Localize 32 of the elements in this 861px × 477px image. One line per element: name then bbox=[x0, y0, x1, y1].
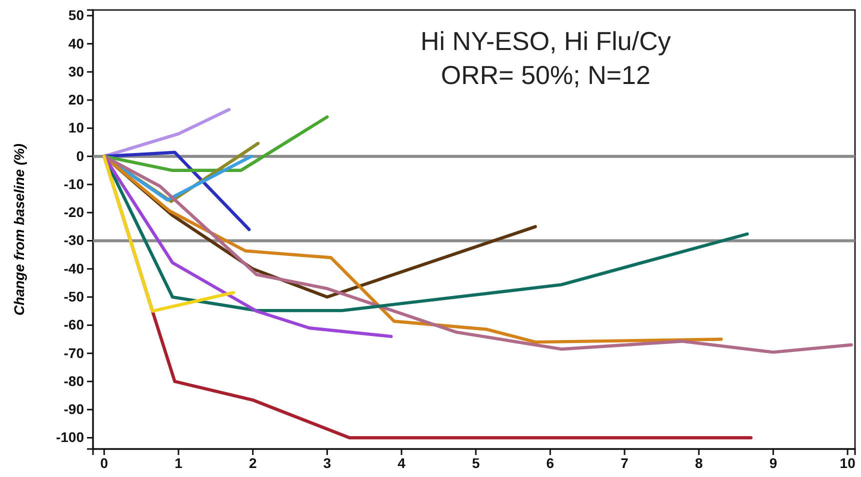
y-tick-label: -10 bbox=[64, 176, 84, 192]
y-tick-label: -60 bbox=[64, 316, 84, 333]
x-tick-label: 6 bbox=[546, 454, 554, 471]
y-tick-label: 50 bbox=[68, 7, 84, 24]
x-tick-label: 9 bbox=[769, 454, 778, 471]
y-tick-label: 0 bbox=[76, 148, 84, 164]
y-tick-label: 10 bbox=[68, 120, 84, 136]
y-tick-label: -50 bbox=[64, 288, 84, 305]
x-tick-label: 5 bbox=[472, 454, 480, 471]
x-tick-label: 1 bbox=[174, 454, 183, 471]
y-tick-label: 30 bbox=[68, 63, 84, 80]
y-tick-label: -30 bbox=[64, 232, 84, 248]
y-tick-label: -80 bbox=[64, 372, 84, 389]
y-axis-title: Change from baseline (%) bbox=[11, 143, 27, 316]
x-tick-label: 4 bbox=[398, 454, 406, 471]
y-tick-label: -100 bbox=[56, 429, 84, 446]
x-tick-label: 7 bbox=[620, 454, 629, 471]
annotation: Hi NY-ESO, Hi Flu/Cy bbox=[420, 26, 671, 56]
line-series bbox=[102, 154, 853, 354]
x-tick-label: 2 bbox=[248, 454, 257, 471]
line-series bbox=[102, 154, 393, 338]
annotation: ORR= 50%; N=12 bbox=[440, 60, 650, 90]
x-tick-label: 10 bbox=[840, 454, 856, 471]
y-tick-label: -40 bbox=[64, 260, 84, 276]
x-tick-label: 8 bbox=[694, 454, 703, 471]
y-tick-label: 20 bbox=[68, 92, 84, 108]
y-tick-label: -20 bbox=[64, 204, 84, 220]
y-tick-label: -70 bbox=[64, 344, 84, 361]
y-tick-label: -90 bbox=[64, 401, 84, 418]
x-tick-label: 0 bbox=[100, 454, 108, 471]
x-tick-label: 3 bbox=[323, 454, 332, 471]
y-tick-label: 40 bbox=[68, 35, 84, 52]
